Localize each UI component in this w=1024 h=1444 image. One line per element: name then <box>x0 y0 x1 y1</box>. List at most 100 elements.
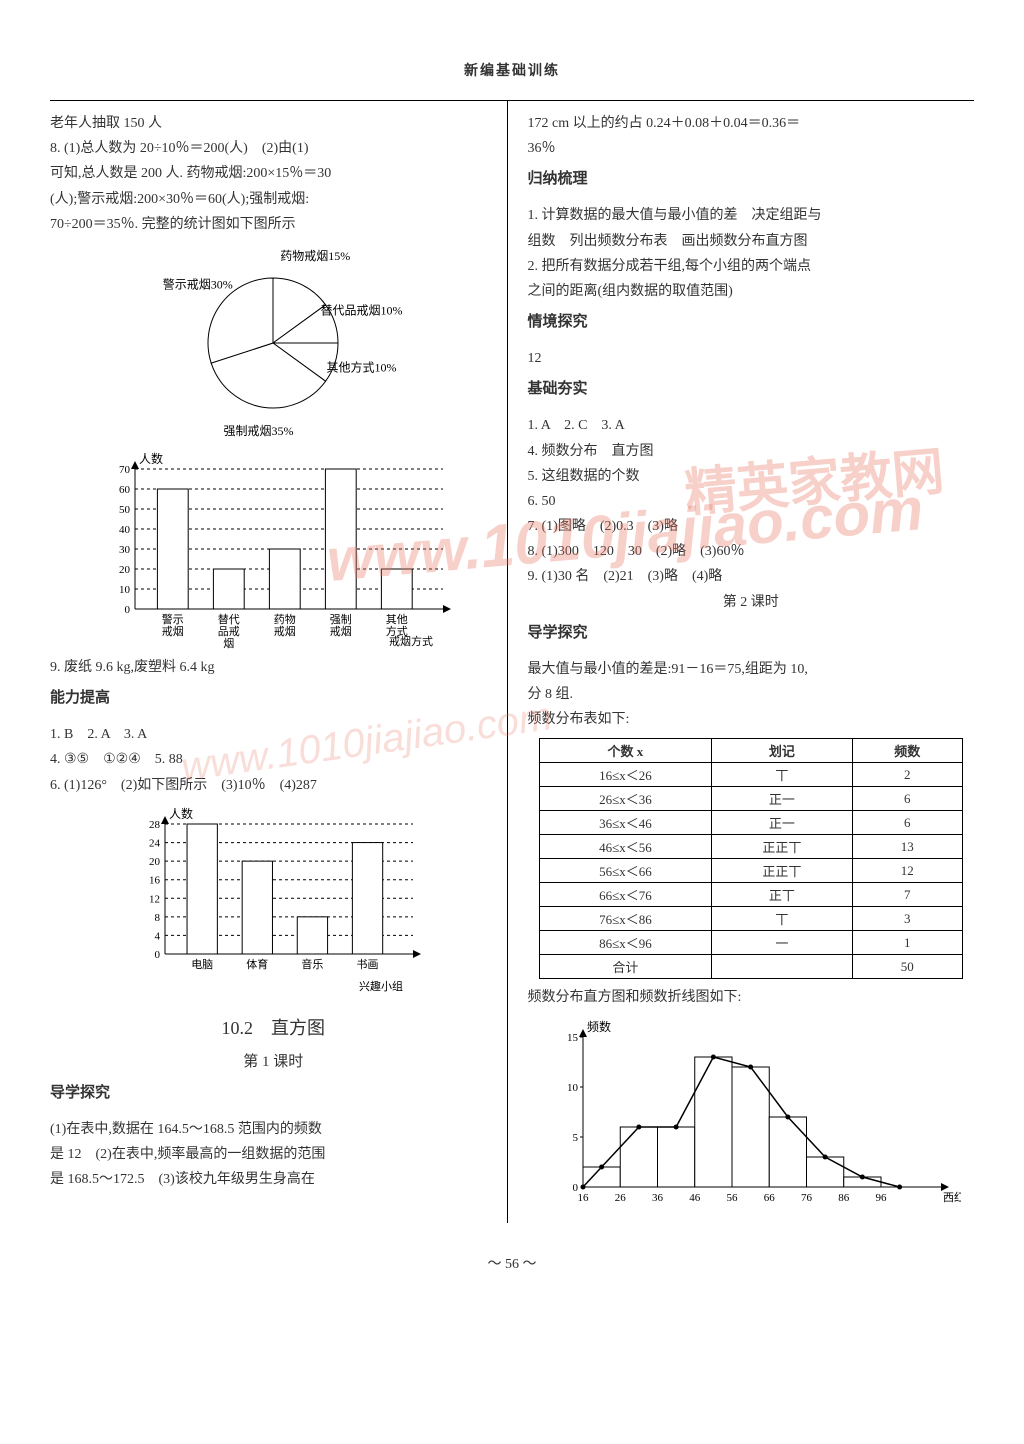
table-row: 合计 50 <box>539 955 962 979</box>
table-cell: 丅 <box>712 907 853 931</box>
table-cell: 正丅 <box>712 883 853 907</box>
svg-text:戒烟: 戒烟 <box>162 624 184 638</box>
svg-text:戒烟: 戒烟 <box>274 624 296 638</box>
table-cell: 46≤x＜56 <box>539 835 711 859</box>
section-heading: 导学探究 <box>528 621 975 642</box>
svg-text:28: 28 <box>149 819 161 831</box>
svg-text:96: 96 <box>875 1192 887 1204</box>
table-row: 46≤x＜56正正丅13 <box>539 835 962 859</box>
svg-text:40: 40 <box>119 524 131 536</box>
text-line: 70÷200＝35％. 完整的统计图如下图所示 <box>50 212 497 237</box>
text-line: 分 8 组. <box>528 682 975 707</box>
table-cell: 正一 <box>712 811 853 835</box>
svg-text:50: 50 <box>119 504 131 516</box>
histogram-tomato: 510150162636465666768696频数西红柿个数 <box>541 1017 961 1217</box>
text-line: 7. (1)图略 (2)0.3 (3)略 <box>528 514 975 539</box>
table-cell: 3 <box>852 907 962 931</box>
svg-text:人数: 人数 <box>139 451 163 466</box>
table-cell: 正正丅 <box>712 859 853 883</box>
text-line: 6. (1)126° (2)如下图所示 (3)10％ (4)287 <box>50 773 497 798</box>
table-row: 76≤x＜86丅3 <box>539 907 962 931</box>
svg-text:56: 56 <box>726 1192 738 1204</box>
section-heading: 情境探究 <box>528 310 975 331</box>
table-cell: 正一 <box>712 787 853 811</box>
table-row: 86≤x＜96一1 <box>539 931 962 955</box>
svg-text:频数: 频数 <box>587 1019 611 1034</box>
text-line: 5. 这组数据的个数 <box>528 464 975 489</box>
svg-text:警示戒烟30%: 警示戒烟30% <box>163 276 233 291</box>
chapter-title: 10.2 直方图 <box>50 1014 497 1040</box>
text-line: (1)在表中,数据在 164.5～168.5 范围内的频数 <box>50 1117 497 1142</box>
table-cell <box>712 955 853 979</box>
svg-text:强制: 强制 <box>330 613 352 626</box>
svg-text:书画: 书画 <box>357 958 379 971</box>
svg-text:警示: 警示 <box>162 612 184 626</box>
table-header: 个数 x <box>539 739 711 763</box>
svg-text:24: 24 <box>149 837 161 849</box>
table-cell: 6 <box>852 811 962 835</box>
table-cell: 13 <box>852 835 962 859</box>
text-line: 4. ③⑤ ①②④ 5. 88 <box>50 747 497 772</box>
lesson-subtitle: 第 1 课时 <box>50 1050 497 1071</box>
table-cell: 2 <box>852 763 962 787</box>
svg-text:26: 26 <box>615 1192 627 1204</box>
table-cell: 6 <box>852 787 962 811</box>
svg-text:兴趣小组: 兴趣小组 <box>359 979 403 993</box>
svg-text:体育: 体育 <box>247 957 269 971</box>
text-line: 可知,总人数是 200 人. 药物戒烟:200×15％＝30 <box>50 161 497 186</box>
svg-text:36: 36 <box>652 1192 664 1204</box>
section-heading: 能力提高 <box>50 686 497 707</box>
section-heading: 归纳梳理 <box>528 167 975 188</box>
table-cell: 76≤x＜86 <box>539 907 711 931</box>
text-line: 1. A 2. C 3. A <box>528 413 975 438</box>
table-header: 频数 <box>852 739 962 763</box>
table-cell: 7 <box>852 883 962 907</box>
table-row: 36≤x＜46正一6 <box>539 811 962 835</box>
frequency-table: 个数 x划记频数16≤x＜26丅226≤x＜36正一636≤x＜46正一646≤… <box>539 738 963 979</box>
text-line: 是 168.5～172.5 (3)该校九年级男生身高在 <box>50 1167 497 1192</box>
svg-text:烟: 烟 <box>224 636 235 649</box>
table-cell: 一 <box>712 931 853 955</box>
right-column: 172 cm 以上的约占 0.24＋0.08＋0.04＝0.36＝ 36％ 归纳… <box>518 101 975 1223</box>
table-header: 划记 <box>712 739 853 763</box>
section-heading: 基础夯实 <box>528 377 975 398</box>
bar-chart-smoking: 102030405060700警示戒烟替代品戒烟药物戒烟强制戒烟其他方式人数戒烟… <box>93 449 453 649</box>
table-cell: 86≤x＜96 <box>539 931 711 955</box>
svg-text:46: 46 <box>689 1192 701 1204</box>
svg-text:药物戒烟15%: 药物戒烟15% <box>280 249 350 263</box>
svg-text:76: 76 <box>801 1192 813 1204</box>
svg-text:10: 10 <box>567 1082 579 1094</box>
text-line: 8. (1)300 120 30 (2)略 (3)60％ <box>528 539 975 564</box>
table-cell: 56≤x＜66 <box>539 859 711 883</box>
table-cell: 合计 <box>539 955 711 979</box>
svg-text:5: 5 <box>572 1132 578 1144</box>
text-line: 12 <box>528 346 975 371</box>
table-cell: 16≤x＜26 <box>539 763 711 787</box>
text-line: 组数 列出频数分布表 画出频数分布直方图 <box>528 229 975 254</box>
svg-text:12: 12 <box>149 893 160 905</box>
page-header-title: 新编基础训练 <box>50 60 974 80</box>
svg-text:戒烟: 戒烟 <box>330 624 352 638</box>
svg-text:品戒: 品戒 <box>218 625 240 638</box>
svg-text:16: 16 <box>149 874 161 886</box>
svg-text:0: 0 <box>155 949 161 961</box>
svg-text:20: 20 <box>119 564 131 576</box>
text-line: 4. 频数分布 直方图 <box>528 439 975 464</box>
table-cell: 50 <box>852 955 962 979</box>
table-cell: 66≤x＜76 <box>539 883 711 907</box>
text-line: 之间的距离(组内数据的取值范围) <box>528 279 975 304</box>
table-cell: 36≤x＜46 <box>539 811 711 835</box>
svg-text:15: 15 <box>567 1032 579 1044</box>
svg-text:20: 20 <box>149 856 161 868</box>
table-row: 56≤x＜66正正丅12 <box>539 859 962 883</box>
text-line: 是 12 (2)在表中,频率最高的一组数据的范围 <box>50 1142 497 1167</box>
svg-text:人数: 人数 <box>169 806 193 821</box>
svg-text:60: 60 <box>119 484 131 496</box>
table-cell: 1 <box>852 931 962 955</box>
lesson-subtitle: 第 2 课时 <box>528 590 975 615</box>
svg-text:86: 86 <box>838 1192 850 1204</box>
svg-text:药物: 药物 <box>274 612 296 626</box>
svg-text:4: 4 <box>155 930 161 942</box>
svg-text:66: 66 <box>764 1192 776 1204</box>
pie-chart: 药物戒烟15%替代品戒烟10%其他方式10%强制戒烟35%警示戒烟30% <box>143 243 403 443</box>
